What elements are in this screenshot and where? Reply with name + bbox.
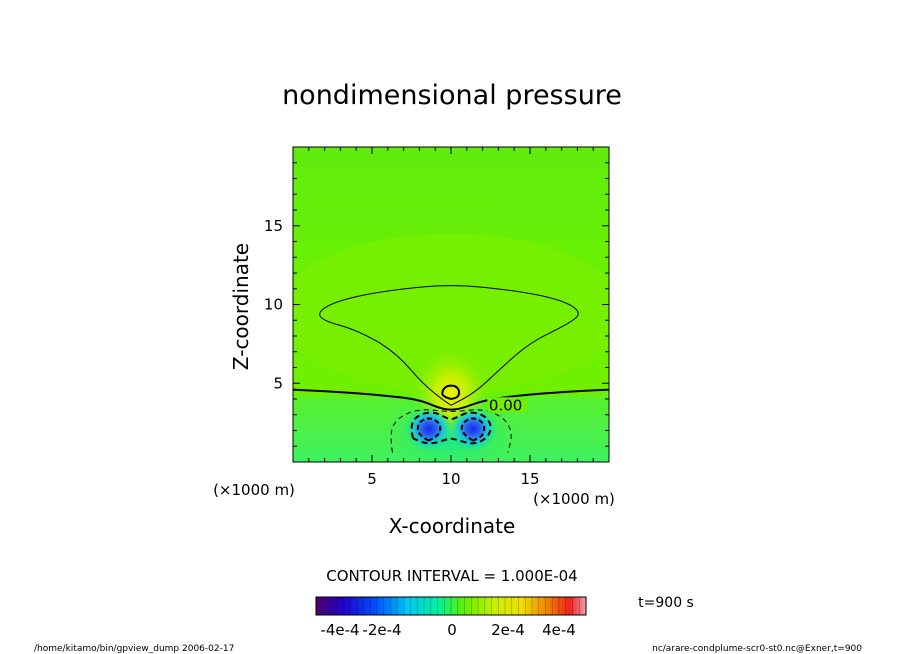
time-text: t=900 s xyxy=(638,595,694,611)
colorbar-gradient xyxy=(315,596,587,616)
colorbar-tick-label: -2e-4 xyxy=(362,621,401,639)
contour-line-negative-mid xyxy=(410,411,492,445)
y-tick-label: 5 xyxy=(273,374,283,392)
plot-area xyxy=(293,147,609,462)
colorbar: -4e-4 -2e-4 0 2e-4 4e-4 xyxy=(315,596,587,639)
contour-line-high xyxy=(441,384,461,400)
x-axis-unit: (×1000 m) xyxy=(533,490,615,508)
y-tick-label: 15 xyxy=(264,217,283,235)
field-upper-band xyxy=(293,233,609,392)
footer-right: nc/arare-condplume-scr0-st0.nc@Exner,t=9… xyxy=(652,644,862,654)
contour-line-positive-outer xyxy=(319,285,579,406)
colorbar-tick-label: 2e-4 xyxy=(491,621,525,639)
y-tick-label: 10 xyxy=(264,296,283,314)
y-axis-label: Z-coordinate xyxy=(229,243,253,370)
colorbar-tick-label: 4e-4 xyxy=(542,621,576,639)
chart-title: nondimensional pressure xyxy=(282,80,622,111)
contour-label-background xyxy=(487,397,528,413)
footer-left: /home/kitamo/bin/gpview_dump 2006-02-17 xyxy=(34,644,234,654)
axis-ticks: 5 10 15 5 10 15 xyxy=(264,147,609,488)
contour-label-zero: 0.00 xyxy=(489,396,522,414)
contour-line-negative-inner-right xyxy=(460,417,486,442)
x-tick-label: 15 xyxy=(520,470,539,488)
colorbar-tick-label: -4e-4 xyxy=(320,621,359,639)
y-axis-unit: (×1000 m) xyxy=(213,481,295,499)
x-axis-label: X-coordinate xyxy=(389,514,516,538)
contour-line-negative-inner-left xyxy=(416,417,442,442)
x-tick-label: 5 xyxy=(367,470,377,488)
x-tick-label: 10 xyxy=(441,470,460,488)
contour-interval-text: CONTOUR INTERVAL = 1.000E-04 xyxy=(326,567,577,585)
contour-line-negative-outer xyxy=(390,409,512,453)
colorbar-ticks: -4e-4 -2e-4 0 2e-4 4e-4 xyxy=(315,597,587,639)
colorbar-tick-label: 0 xyxy=(447,621,457,639)
contour-line-zero xyxy=(293,388,609,411)
